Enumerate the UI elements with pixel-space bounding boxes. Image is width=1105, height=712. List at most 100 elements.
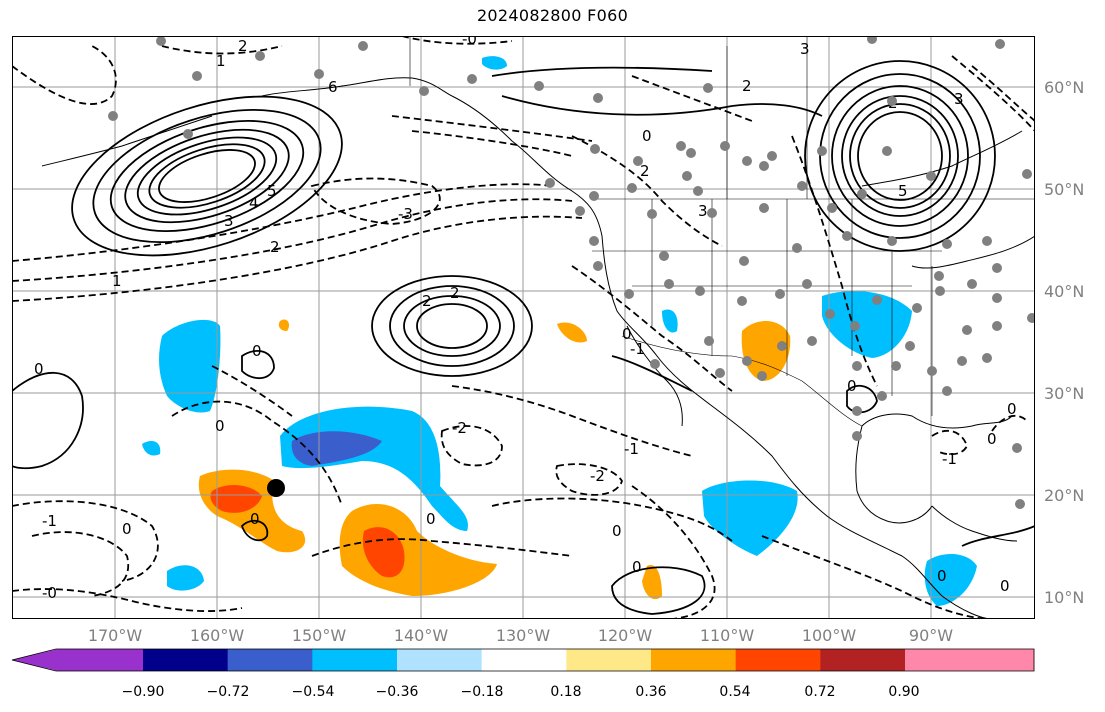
svg-text:0: 0 [1007,400,1017,418]
svg-text:-0: -0 [42,584,57,602]
lon-label-100w: 100°W [801,626,857,645]
svg-text:3: 3 [698,202,708,220]
colorbar-segment [735,649,821,671]
svg-text:2: 2 [640,162,650,180]
colorbar-segment [651,649,737,671]
svg-text:0: 0 [937,567,947,585]
borders [409,36,1035,427]
lat-label-40n: 40°N [1044,282,1085,301]
svg-text:0: 0 [622,325,632,343]
map-area: 216 345 21-3 223 202 325 3-0 000 -2-1-2 … [12,36,1035,619]
lon-label-150w: 150°W [291,626,347,645]
red-patch-1 [210,484,262,513]
blue-patch-1 [159,319,221,413]
svg-text:0: 0 [1000,577,1010,595]
lon-label-90w: 90°W [908,626,954,645]
colorbar-tick-label: 0.18 [550,684,582,700]
svg-text:-2: -2 [590,467,605,485]
svg-text:2: 2 [742,77,752,95]
svg-text:6: 6 [328,78,338,96]
svg-text:3: 3 [224,212,234,230]
red-patch-2 [362,527,405,578]
svg-text:0: 0 [847,377,857,395]
svg-text:0: 0 [642,127,652,145]
blue-patch-7 [482,56,507,70]
svg-text:-1: -1 [630,340,645,358]
orange-patch-2 [339,503,497,596]
orange-patch-5 [642,565,662,600]
svg-text:1: 1 [216,52,226,70]
svg-text:2: 2 [238,37,248,55]
colorbar-tick-label: 0.36 [635,684,667,700]
lat-label-10n: 10°N [1044,588,1085,607]
stations [108,36,1035,509]
colorbar-segment [481,649,567,671]
colorbar-segment [397,649,483,671]
lon-label-160w: 160°W [189,626,245,645]
svg-text:0: 0 [34,360,44,378]
colorbar-tick-label: 0.90 [888,684,920,700]
colorbar-segment [312,649,398,671]
svg-text:-1: -1 [942,450,957,468]
svg-text:5: 5 [267,182,277,200]
colorbar-segment [227,649,313,671]
colorbar-segment [58,649,144,671]
blue-patch-5 [924,554,977,606]
lat-label-50n: 50°N [1044,180,1085,199]
darkblue-patch [291,431,382,466]
svg-text:2: 2 [270,238,280,256]
blue-patch-4 [822,291,912,358]
lon-label-120w: 120°W [597,626,653,645]
negative-contours [12,36,1035,619]
colorbar-segment [820,649,906,671]
lat-label-20n: 20°N [1044,486,1085,505]
highlight-marker [267,479,285,497]
svg-text:0: 0 [612,522,622,540]
colorbar-tick-label: 0.72 [804,684,836,700]
colorbar-tick-label: −0.54 [291,684,335,700]
svg-text:0: 0 [252,342,262,360]
svg-text:-0: -0 [462,36,477,48]
colorbar-segment [143,649,229,671]
lon-label-110w: 110°W [699,626,755,645]
positive-contours [12,60,1035,615]
colorbar-tick-label: −0.36 [375,684,419,700]
blue-patch-8 [662,309,678,333]
map-title: 2024082800 F060 [476,6,629,25]
svg-text:3: 3 [954,90,964,108]
colorbar-tick-label: −0.72 [206,684,250,700]
svg-text:0: 0 [632,558,642,576]
colorbar [11,648,1035,672]
coastlines [41,77,1035,619]
svg-text:0: 0 [987,430,997,448]
lat-label-30n: 30°N [1044,384,1085,403]
blue-patch-6 [167,565,204,591]
colorbar-outline [11,648,1035,672]
lon-label-140w: 140°W [393,626,449,645]
svg-text:-1: -1 [42,512,57,530]
svg-text:4: 4 [249,194,259,212]
lon-label-170w: 170°W [87,626,143,645]
orange-patch-3 [741,320,791,381]
svg-text:0: 0 [215,417,225,435]
svg-text:3: 3 [800,40,810,58]
svg-text:-3: -3 [398,205,413,223]
svg-text:0: 0 [250,510,260,528]
orange-patch-6 [278,319,290,331]
svg-text:-2: -2 [452,419,467,437]
lon-label-130w: 130°W [495,626,551,645]
colorbar-tick-label: 0.54 [719,684,751,700]
blue-patch-9 [142,441,161,456]
colorbar-tick-label: −0.18 [460,684,504,700]
orange-patch-4 [557,322,587,343]
colorbar-segment [566,649,652,671]
svg-text:5: 5 [898,182,908,200]
svg-text:0: 0 [122,520,132,538]
svg-text:0: 0 [426,510,436,528]
svg-text:2: 2 [450,284,460,302]
blue-patch-3 [702,480,798,556]
lat-label-60n: 60°N [1044,78,1085,97]
svg-text:2: 2 [422,292,432,310]
svg-text:1: 1 [112,272,122,290]
colorbar-tick-label: −0.90 [121,684,165,700]
